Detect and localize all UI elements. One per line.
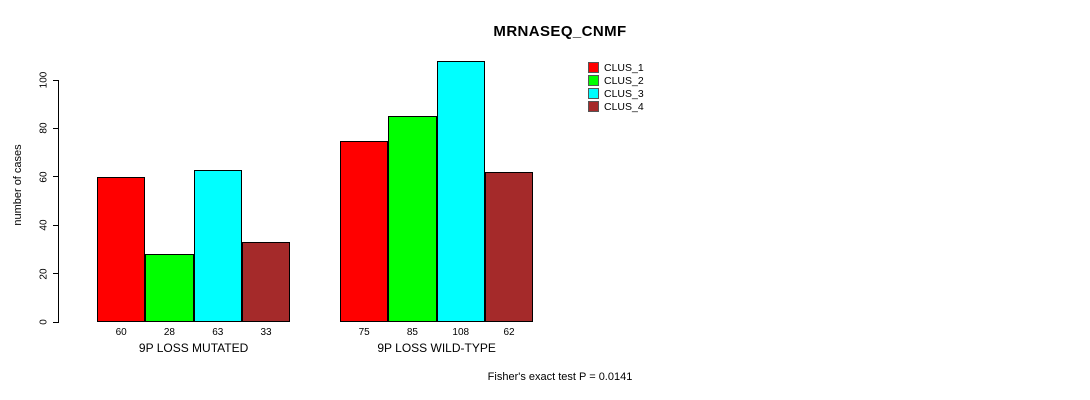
- group-label-2: 9P LOSS WILD-TYPE: [377, 341, 496, 355]
- y-tick-label: 100: [38, 71, 50, 89]
- y-tick-label: 0: [38, 319, 50, 325]
- y-axis-line: [58, 80, 59, 323]
- bar-value-label: 28: [163, 327, 175, 338]
- bar-value-label: 108: [452, 327, 470, 338]
- chart-title: MRNASEQ_CNMF: [493, 23, 627, 40]
- legend-item-clus_4: CLUS_4: [588, 100, 644, 113]
- bar-clus_2-group1: [145, 254, 194, 322]
- bar-clus_4-group1: [241, 242, 291, 322]
- bar-clus_3-group2: [436, 60, 485, 322]
- y-tick-mark: [53, 176, 58, 178]
- bar-value-label: 85: [406, 327, 418, 338]
- bar-clus_1-group2: [340, 140, 389, 322]
- legend-swatch-clus_3: [588, 88, 599, 99]
- bar-value-label: 75: [358, 327, 370, 338]
- y-tick-mark: [53, 224, 58, 226]
- group-label-1: 9P LOSS MUTATED: [138, 341, 249, 355]
- y-tick-mark: [53, 79, 58, 81]
- bar-value-label: 62: [503, 327, 515, 338]
- y-tick-label: 80: [38, 122, 50, 134]
- bar-clus_2-group2: [388, 116, 437, 322]
- y-tick-mark: [53, 321, 58, 323]
- y-axis-label: number of cases: [12, 144, 24, 226]
- bar-clus_4-group2: [484, 171, 534, 322]
- legend-label: CLUS_1: [604, 61, 644, 74]
- legend-swatch-clus_2: [588, 75, 599, 86]
- bar-clus_1-group1: [97, 176, 146, 322]
- bar-value-label: 63: [212, 327, 224, 338]
- annotation-fisher-test: Fisher's exact test P = 0.0141: [487, 371, 633, 383]
- legend-item-clus_3: CLUS_3: [588, 87, 644, 100]
- legend-swatch-clus_4: [588, 101, 599, 112]
- legend-item-clus_2: CLUS_2: [588, 74, 644, 87]
- legend: CLUS_1 CLUS_2 CLUS_3 CLUS_4: [588, 61, 644, 113]
- legend-item-clus_1: CLUS_1: [588, 61, 644, 74]
- y-tick-label: 60: [38, 171, 50, 183]
- y-tick-mark: [53, 273, 58, 275]
- legend-swatch-clus_1: [588, 62, 599, 73]
- y-tick-label: 20: [38, 268, 50, 280]
- legend-label: CLUS_4: [604, 100, 644, 113]
- y-tick-label: 40: [38, 219, 50, 231]
- bar-value-label: 60: [115, 327, 127, 338]
- y-tick-mark: [53, 127, 58, 129]
- legend-label: CLUS_2: [604, 74, 644, 87]
- legend-label: CLUS_3: [604, 87, 644, 100]
- bar-value-label: 33: [260, 327, 272, 338]
- bar-clus_3-group1: [193, 169, 242, 322]
